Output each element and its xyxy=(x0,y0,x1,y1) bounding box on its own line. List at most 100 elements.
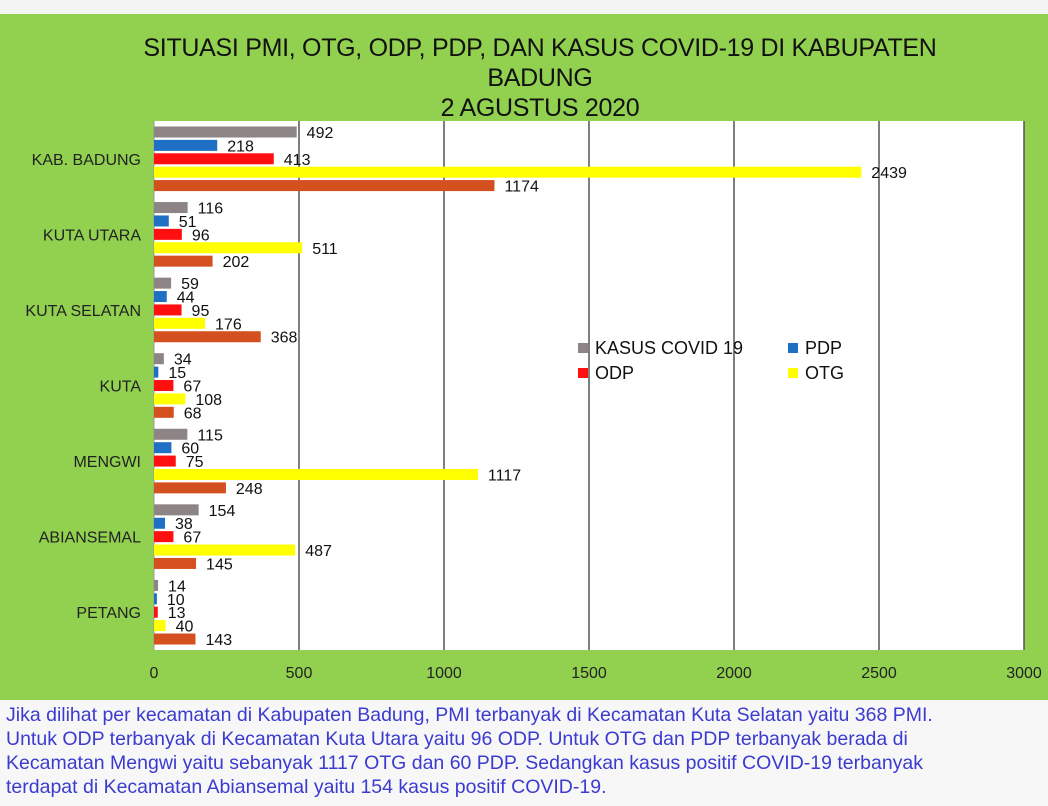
bar xyxy=(154,606,158,618)
data-label: 67 xyxy=(183,379,201,396)
legend-entry: OTG xyxy=(805,363,844,383)
category-label: PETANG xyxy=(76,605,141,622)
bar xyxy=(154,366,159,378)
data-label: 75 xyxy=(186,454,204,471)
bar xyxy=(154,202,188,214)
data-label: 10 xyxy=(167,592,185,609)
legend-swatch xyxy=(578,368,588,378)
data-label: 115 xyxy=(197,427,223,444)
bar xyxy=(154,482,226,494)
bar xyxy=(154,455,176,467)
caption-text: Jika dilihat per kecamatan di Kabupaten … xyxy=(0,700,1048,806)
bar xyxy=(154,317,206,329)
bar xyxy=(154,579,159,591)
bar xyxy=(154,331,261,343)
x-tick-label: 1000 xyxy=(426,665,462,682)
data-label: 2439 xyxy=(871,165,907,182)
x-tick-label: 2000 xyxy=(716,665,752,682)
bar xyxy=(154,277,172,289)
bar xyxy=(154,428,188,440)
data-label: 116 xyxy=(198,201,224,218)
data-label: 154 xyxy=(209,503,236,520)
bar xyxy=(154,544,296,556)
bar xyxy=(154,126,297,138)
data-label: 67 xyxy=(183,530,201,547)
bar xyxy=(154,242,303,254)
category-label: KUTA xyxy=(100,379,142,396)
data-label: 143 xyxy=(205,632,232,649)
chart-title-line-3: 2 AGUSTUS 2020 xyxy=(440,94,640,122)
x-tick-label: 3000 xyxy=(1006,665,1042,682)
caption-line-2: Untuk ODP terbanyak di Kecamatan Kuta Ut… xyxy=(6,728,908,750)
bar xyxy=(154,153,274,165)
category-label: MENGWI xyxy=(73,454,141,471)
chart-title-line-1: SITUASI PMI, OTG, ODP, PDP, DAN KASUS CO… xyxy=(143,34,937,62)
legend-swatch xyxy=(788,368,798,378)
data-label: 218 xyxy=(227,138,254,155)
data-label: 413 xyxy=(284,152,311,169)
data-label: 492 xyxy=(307,125,334,142)
bar-chart: 0 500 1000 1500 2000 2500 3000 KAB. BADUNG 492 21… xyxy=(25,121,1042,682)
category-label: KUTA UTARA xyxy=(43,227,141,244)
category-label: KUTA SELATAN xyxy=(25,303,141,320)
bar xyxy=(154,633,196,645)
legend-entry: PDP xyxy=(805,338,842,358)
bar xyxy=(154,504,199,516)
legend-entry: KASUS COVID 19 xyxy=(595,338,743,358)
data-label: 248 xyxy=(236,481,263,498)
data-label: 145 xyxy=(206,556,233,573)
bar xyxy=(154,139,218,151)
bar xyxy=(154,166,862,178)
category-label: ABIANSEMAL xyxy=(39,530,141,547)
legend-swatch xyxy=(788,343,798,353)
x-tick-label: 500 xyxy=(286,665,313,682)
bar xyxy=(154,228,182,240)
bar xyxy=(154,304,182,316)
data-label: 44 xyxy=(177,290,195,307)
data-label: 15 xyxy=(168,365,186,382)
data-label: 1174 xyxy=(504,179,539,196)
data-label: 487 xyxy=(305,543,332,560)
bar xyxy=(154,255,213,267)
bar xyxy=(154,468,478,480)
data-label: 38 xyxy=(175,516,193,533)
category-label: KAB. BADUNG xyxy=(32,152,141,169)
top-strip xyxy=(0,0,1048,14)
data-label: 68 xyxy=(184,405,202,422)
x-tick-label: 2500 xyxy=(861,665,897,682)
x-tick-label: 0 xyxy=(150,665,159,682)
bar xyxy=(154,353,164,365)
bar xyxy=(154,180,495,192)
data-label: 59 xyxy=(181,276,199,293)
caption-line-3: Kecamatan Mengwi yaitu sebanyak 1117 OTG… xyxy=(6,752,924,774)
bar xyxy=(154,215,169,227)
data-label: 96 xyxy=(192,227,210,244)
bar xyxy=(154,620,166,632)
data-label: 40 xyxy=(176,619,194,636)
bar xyxy=(154,531,174,543)
chart-title: SITUASI PMI, OTG, ODP, PDP, DAN KASUS CO… xyxy=(80,33,1000,123)
bar xyxy=(154,406,174,418)
data-label: 34 xyxy=(174,352,192,369)
data-label: 108 xyxy=(195,392,222,409)
bar xyxy=(154,557,197,569)
data-label: 511 xyxy=(312,241,338,258)
bar xyxy=(154,380,174,391)
bar xyxy=(154,517,166,529)
data-label: 14 xyxy=(168,578,186,595)
caption-line-4: terdapat di Kecamatan Abiansemal yaitu 1… xyxy=(6,776,607,798)
chart-title-line-2: BADUNG xyxy=(487,64,593,92)
caption-line-1: Jika dilihat per kecamatan di Kabupaten … xyxy=(6,704,933,726)
bar xyxy=(154,393,186,405)
data-label: 13 xyxy=(168,605,186,622)
data-label: 368 xyxy=(271,330,298,347)
data-label: 51 xyxy=(179,214,197,231)
x-tick-label: 1500 xyxy=(571,665,607,682)
bar xyxy=(154,291,167,303)
data-label: 1117 xyxy=(488,467,521,484)
bar xyxy=(154,442,172,454)
legend-swatch xyxy=(578,343,588,353)
data-label: 60 xyxy=(181,441,199,458)
bar xyxy=(154,593,157,605)
data-label: 202 xyxy=(223,254,250,271)
